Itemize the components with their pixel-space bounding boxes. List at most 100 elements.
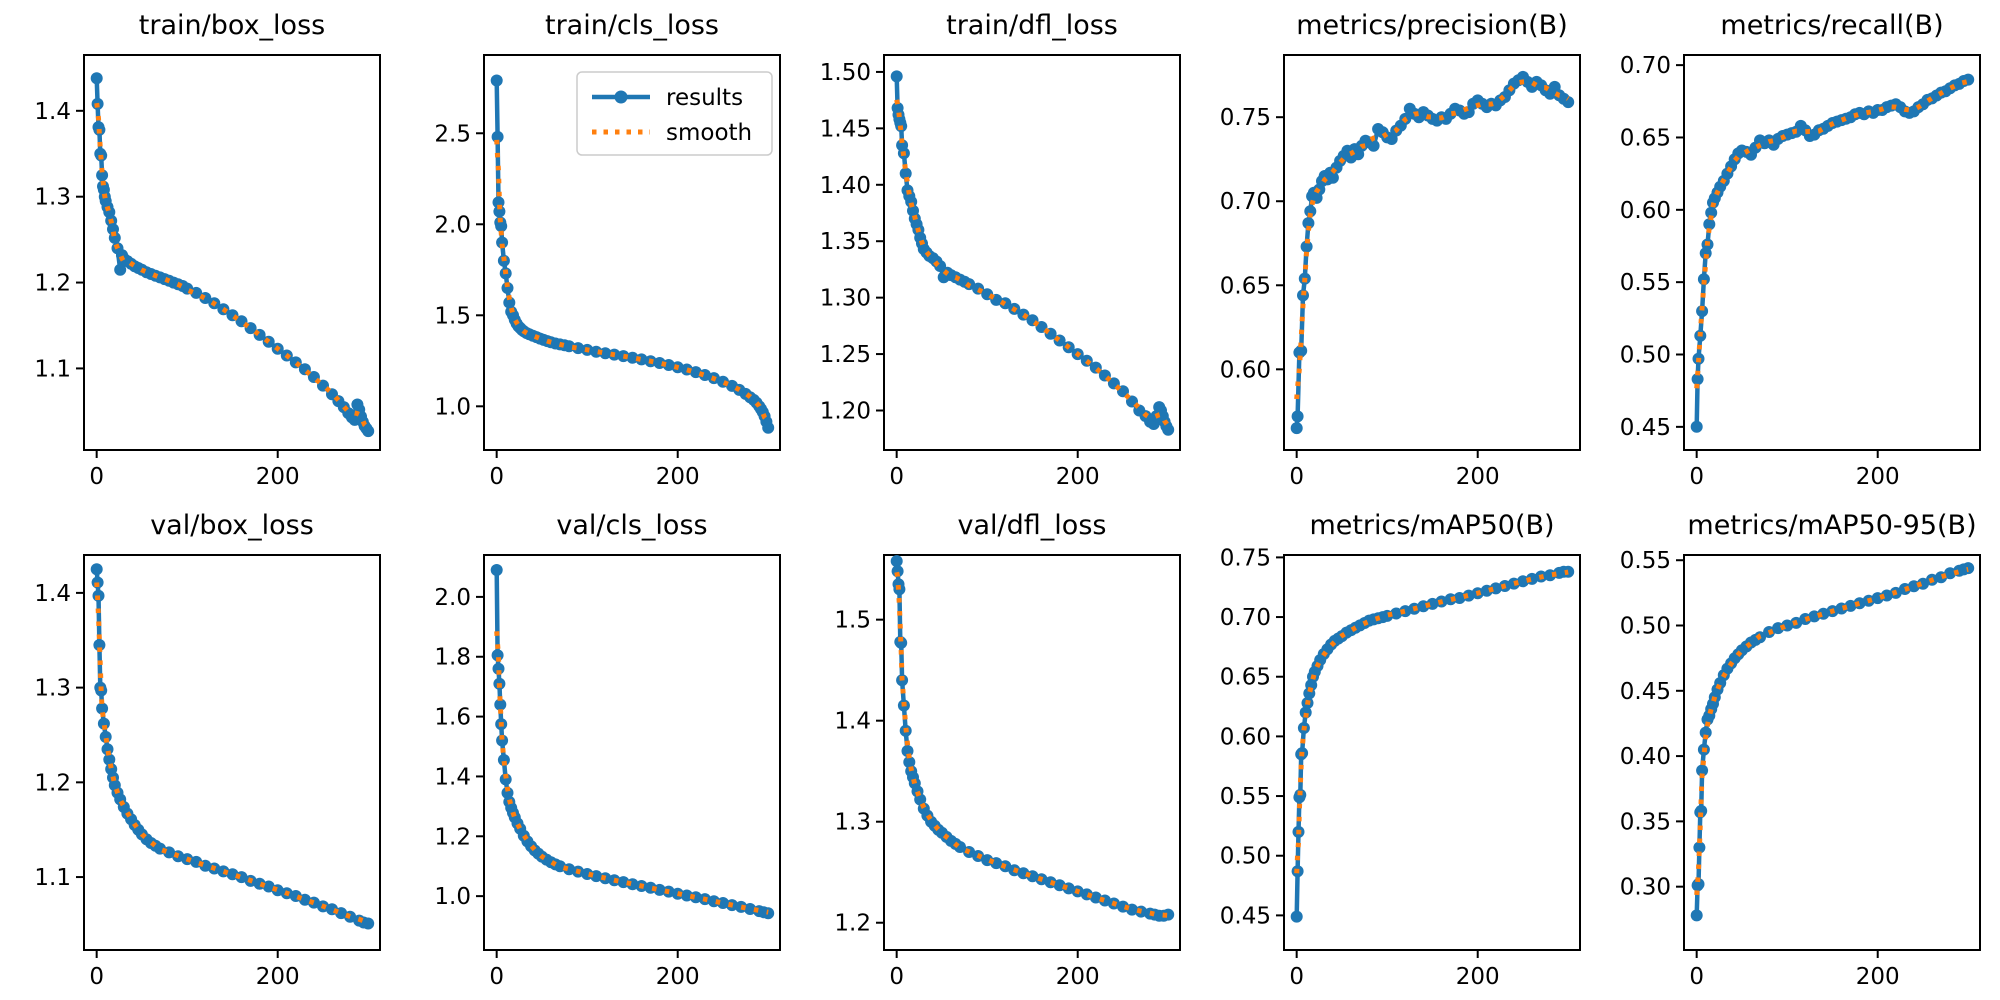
x-tick-label: 200: [1056, 964, 1100, 990]
results-marker: [495, 220, 508, 233]
results-marker: [1693, 841, 1706, 854]
results-marker: [1304, 205, 1317, 218]
results-marker: [744, 903, 757, 915]
plot-area: [1683, 54, 1981, 451]
results-marker: [90, 563, 103, 576]
y-tick-label: 1.4: [34, 581, 71, 607]
results-marker: [762, 907, 775, 920]
results-marker: [626, 351, 639, 364]
chart-canvas-train-cls-loss: 1.0 1.5 2.0 2.5 0 200 results smooth: [434, 54, 781, 490]
smooth-line: [1294, 569, 1569, 874]
results-marker: [362, 425, 375, 438]
plot-area: [1683, 554, 1981, 951]
y-tick-label: 1.2: [834, 911, 871, 937]
y-tick-label: 1.45: [820, 116, 871, 142]
results-marker: [114, 263, 127, 276]
results-marker: [1326, 171, 1339, 184]
y-tick-label: 0.50: [1620, 343, 1671, 369]
results-marker: [1300, 240, 1313, 253]
results-marker: [895, 636, 908, 649]
y-tick-label: 0.55: [1620, 548, 1671, 574]
x-tick-label: 0: [489, 464, 504, 490]
x-tick-label: 200: [1856, 464, 1900, 490]
y-tick-label: 1.3: [34, 676, 71, 702]
y-tick-label: 2.0: [434, 212, 471, 238]
y-tick-label: 1.5: [434, 303, 471, 329]
y-tick-label: 1.4: [34, 99, 71, 125]
x-tick-label: 0: [1289, 464, 1304, 490]
y-tick-label: 0.65: [1220, 273, 1271, 299]
results-marker: [1162, 423, 1175, 436]
x-tick-label: 0: [1689, 964, 1704, 990]
results-marker: [1290, 910, 1303, 923]
y-tick-label: 0.60: [1620, 198, 1671, 224]
y-tick-label: 1.40: [820, 173, 871, 199]
y-tick-label: 0.70: [1620, 53, 1671, 79]
results-marker: [1699, 726, 1712, 739]
results-marker: [1367, 139, 1380, 152]
y-tick-label: 1.4: [834, 709, 871, 735]
subplot-train-box-loss: train/box_loss 1.1 1.2 1.3 1.4 0 200: [0, 0, 400, 500]
results-marker: [501, 282, 514, 294]
x-tick-label: 200: [656, 964, 700, 990]
results-marker: [1697, 273, 1710, 286]
y-tick-label: 1.3: [34, 185, 71, 211]
subplot-val-cls-loss: val/cls_loss 1.0 1.2 1.4 1.6 1.8 2.0 0 200: [400, 500, 800, 1000]
x-tick-label: 0: [1289, 964, 1304, 990]
smooth-line: [894, 571, 1169, 918]
chart-title-train-cls-loss: train/cls_loss: [544, 10, 719, 41]
results-marker: [1696, 305, 1709, 318]
y-tick-label: 0.75: [1220, 545, 1271, 571]
x-tick-label: 200: [656, 464, 700, 490]
chart-title-train-box-loss: train/box_loss: [138, 10, 326, 41]
results-marker: [1562, 96, 1575, 109]
x-tick-label: 0: [1689, 464, 1704, 490]
results-marker: [762, 421, 775, 434]
plot-area: [83, 54, 381, 451]
subplot-val-box-loss: val/box_loss 1.1 1.2 1.3 1.4 0 200: [0, 500, 400, 1000]
x-tick-label: 200: [1856, 964, 1900, 990]
results-marker: [501, 786, 514, 799]
y-tick-label: 0.65: [1220, 665, 1271, 691]
plot-area: [83, 554, 381, 951]
chart-canvas-val-cls-loss: 1.0 1.2 1.4 1.6 1.8 2.0 0 200: [434, 554, 781, 990]
results-marker: [1690, 420, 1703, 433]
results-marker: [503, 296, 516, 309]
results-marker: [1302, 217, 1315, 230]
results-marker: [890, 555, 903, 568]
results-marker: [90, 72, 103, 85]
y-tick-label: 1.3: [834, 810, 871, 836]
results-marker: [1703, 218, 1716, 231]
results-marker: [1035, 321, 1048, 333]
chart-canvas-metrics-recall-b: 0.45 0.50 0.55 0.60 0.65 0.70 0 200: [1620, 53, 1981, 490]
results-marker: [494, 698, 507, 711]
results-marker: [1291, 410, 1304, 423]
y-tick-label: 0.45: [1220, 903, 1271, 929]
y-tick-label: 0.60: [1220, 724, 1271, 750]
results-marker: [1690, 909, 1703, 922]
results-marker: [914, 793, 927, 806]
subplot-val-dfl-loss: val/dfl_loss 1.2 1.3 1.4 1.5 0 200: [800, 500, 1200, 1000]
x-tick-label: 200: [1456, 964, 1500, 990]
results-marker: [1696, 764, 1709, 777]
y-tick-label: 2.5: [434, 121, 471, 147]
y-tick-label: 1.0: [434, 884, 471, 910]
chart-canvas-train-box-loss: 1.1 1.2 1.3 1.4 0 200: [34, 54, 381, 490]
results-marker: [1453, 592, 1466, 604]
x-tick-label: 200: [1056, 464, 1100, 490]
results-marker: [1462, 589, 1475, 602]
results-marker: [890, 70, 903, 83]
results-marker: [499, 773, 512, 786]
results-marker: [362, 917, 375, 930]
results-marker: [492, 662, 505, 675]
results-marker: [496, 236, 509, 249]
y-tick-label: 1.1: [34, 865, 71, 891]
results-marker: [689, 366, 702, 379]
results-marker: [903, 756, 916, 769]
results-marker: [905, 195, 918, 208]
y-tick-label: 0.55: [1620, 270, 1671, 296]
y-tick-label: 1.35: [820, 229, 871, 255]
y-tick-label: 1.2: [34, 271, 71, 297]
results-marker: [497, 754, 510, 766]
